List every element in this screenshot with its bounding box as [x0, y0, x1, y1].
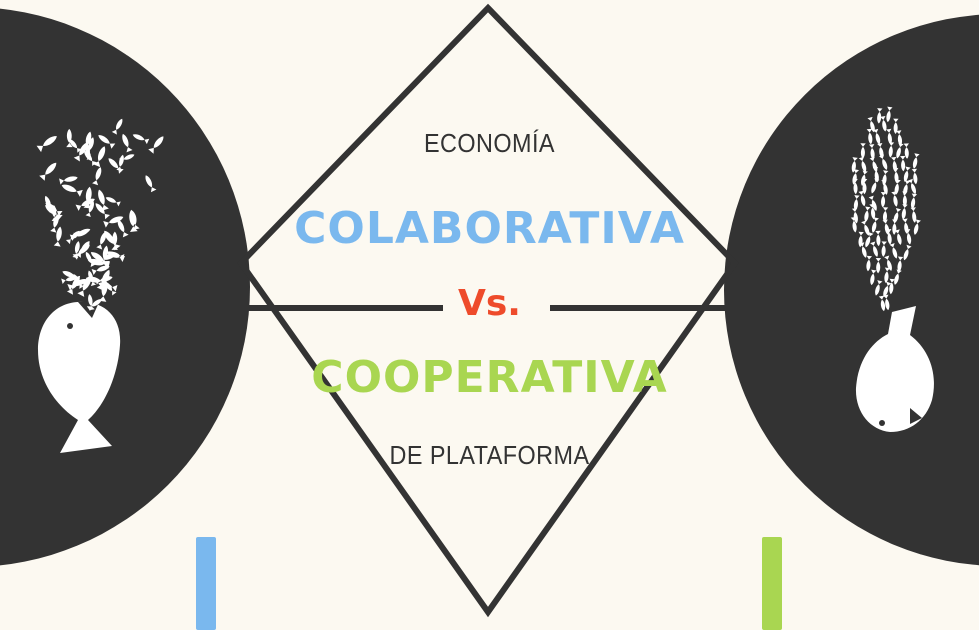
title-bottom: DE PLATAFORMA [389, 440, 590, 470]
school-of-small-fish-entering-big-fish-icon [850, 106, 934, 432]
title-word-colaborativa: COLABORATIVA [294, 203, 685, 254]
title-versus: Vs. [458, 283, 521, 324]
left-dark-circle [0, 8, 250, 566]
green-accent-bar [762, 537, 782, 630]
diamond-frame [237, 3, 739, 618]
right-dark-circle [724, 14, 979, 566]
big-fish-spitting-out-small-fish-icon [36, 118, 164, 453]
title-word-cooperativa: COOPERATIVA [311, 352, 668, 403]
blue-accent-bar [196, 537, 216, 630]
title-top: ECONOMÍA [423, 128, 556, 158]
